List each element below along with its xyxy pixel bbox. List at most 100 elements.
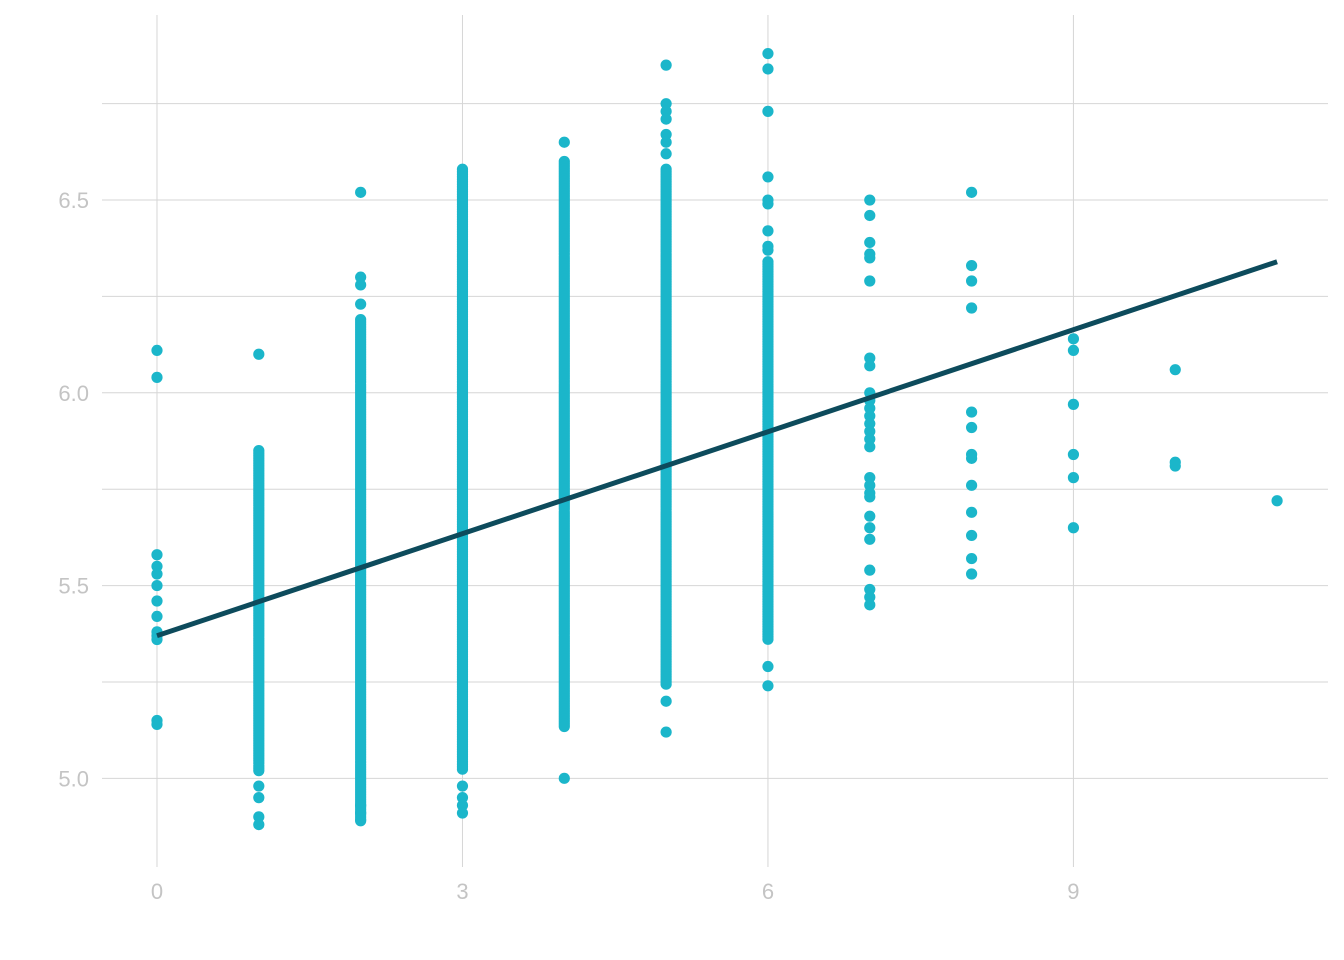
data-point [966,479,978,491]
data-point [660,128,672,141]
y-tick-label: 5.5 [58,574,89,599]
data-point [1067,333,1080,345]
data-point [151,549,163,561]
data-point [864,410,876,422]
data-point [456,807,469,819]
data-point [864,433,876,445]
data-point [660,113,672,125]
data-point [355,186,367,198]
data-point [762,660,774,673]
data-point [864,564,876,576]
data-point [1067,398,1080,410]
data-point [151,371,163,383]
data-point [864,491,876,503]
x-tick-label: 6 [762,879,774,904]
data-point [1067,522,1080,534]
data-point [864,479,876,491]
data-point [864,510,876,522]
data-point [762,63,774,75]
data-point [660,105,672,117]
data-point [966,568,978,580]
data-point [253,811,265,823]
data-point [762,105,774,117]
data-point [253,780,265,792]
data-point [355,807,367,819]
data-point [864,472,876,484]
data-point [660,59,672,71]
data-point [762,198,774,210]
data-point [151,610,163,623]
data-points [151,47,1283,831]
data-point [355,799,367,811]
data-point [966,552,978,565]
data-point [151,560,163,572]
y-axis-tick-labels: 5.0 5.5 6.0 6.5 [58,188,89,791]
data-point [966,406,978,418]
data-point [864,402,876,414]
data-point [762,47,774,60]
x-tick-label: 3 [456,879,468,904]
data-point [355,815,367,827]
data-point [864,209,876,222]
data-point [864,591,876,603]
data-point [864,583,876,596]
data-point [966,529,978,542]
data-point [864,599,876,611]
data-point [966,275,978,287]
data-point [660,695,672,707]
data-point [864,441,876,453]
data-point [864,252,876,264]
data-point [762,171,774,183]
data-point [456,763,469,775]
data-point [864,236,876,249]
data-point [864,360,876,372]
data-point [456,799,469,811]
data-point [558,720,570,733]
data-point [864,533,876,545]
data-point [966,506,978,518]
data-point [558,136,570,148]
data-point [355,279,367,291]
data-point [355,271,367,283]
data-point [1169,364,1181,376]
data-point [660,98,672,110]
data-point [151,568,163,580]
data-point [1067,448,1080,461]
data-point [762,225,774,237]
data-point [151,579,163,592]
data-point [660,678,672,690]
data-point [864,194,876,206]
data-point [253,792,265,804]
data-point [456,780,469,792]
data-point [1067,472,1080,484]
data-point [1067,344,1080,357]
data-point [966,421,978,434]
data-point [966,452,978,464]
data-point [151,718,163,730]
x-tick-label: 9 [1067,879,1079,904]
data-point [253,348,265,360]
data-point [660,136,672,148]
data-point [864,522,876,534]
data-point [253,765,265,777]
y-tick-label: 6.5 [58,188,89,213]
data-point [864,418,876,430]
data-point [966,302,978,314]
data-point [355,298,367,310]
data-point [456,792,469,804]
regression-line [156,259,1278,639]
data-point [864,425,876,437]
data-point [558,772,570,784]
grid [102,15,1328,867]
data-point [966,186,978,198]
data-point [1169,460,1181,472]
data-point [1271,495,1283,507]
data-point [762,680,774,692]
y-tick-label: 6.0 [58,381,89,406]
x-tick-label: 0 [151,879,163,904]
data-point [660,726,672,738]
data-point [762,244,774,256]
data-point [253,818,265,831]
x-axis-tick-labels: 0 3 6 9 [151,879,1080,904]
